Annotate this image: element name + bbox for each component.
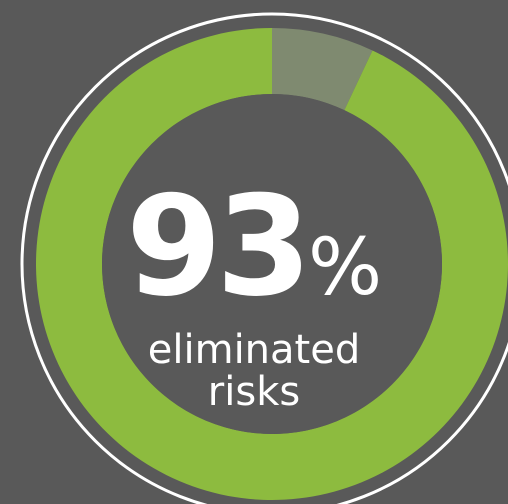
caption-line-2: risks (207, 369, 301, 415)
value-label: 93% (0, 178, 508, 316)
percentage-value: 93 (125, 166, 312, 327)
outer-outline-ring (20, 12, 508, 504)
donut-segments (35, 28, 508, 501)
percent-sign: % (307, 223, 383, 313)
caption-line-1: eliminated (147, 327, 361, 373)
donut-segment-remaining (272, 28, 373, 111)
donut-hole (102, 94, 442, 434)
